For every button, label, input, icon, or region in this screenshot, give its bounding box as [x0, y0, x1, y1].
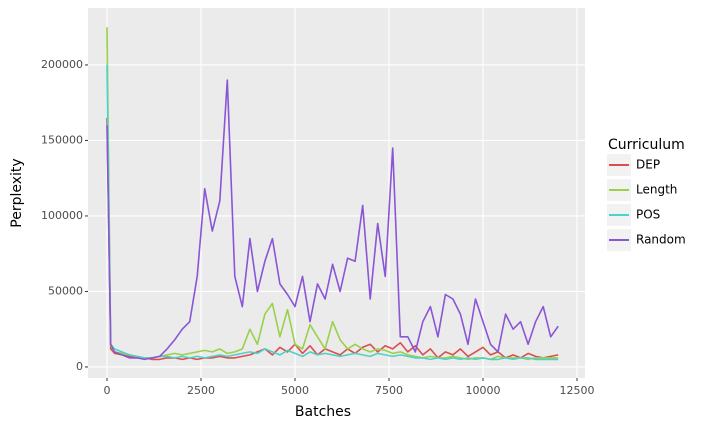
x-tick-label: 5000 [281, 384, 309, 397]
panel [88, 8, 585, 378]
grid [88, 8, 585, 378]
y-tick-label: 50000 [48, 284, 83, 297]
y-tick-label: 150000 [41, 133, 83, 146]
x-axis-title: Batches [295, 404, 351, 420]
x-tick-label: 7500 [375, 384, 403, 397]
x-tick-label: 10000 [465, 384, 500, 397]
legend-label: DEP [636, 158, 660, 172]
x-tick-label: 2500 [187, 384, 215, 397]
y-axis-title: Perplexity [9, 158, 25, 227]
lines [106, 27, 559, 361]
series-line [106, 79, 559, 361]
legend-label: Length [636, 183, 677, 197]
x-tick-label: 12500 [559, 384, 594, 397]
legend-title: Curriculum [608, 137, 685, 153]
legend-label: POS [636, 208, 660, 222]
x-tick-label: 0 [103, 384, 110, 397]
y-tick-label: 0 [76, 360, 83, 373]
series-line [106, 64, 559, 361]
legend-label: Random [636, 233, 686, 247]
legend: DEP Length POS Random [607, 154, 686, 251]
y-tick-label: 100000 [41, 209, 83, 222]
y-tick-label: 200000 [41, 58, 83, 71]
